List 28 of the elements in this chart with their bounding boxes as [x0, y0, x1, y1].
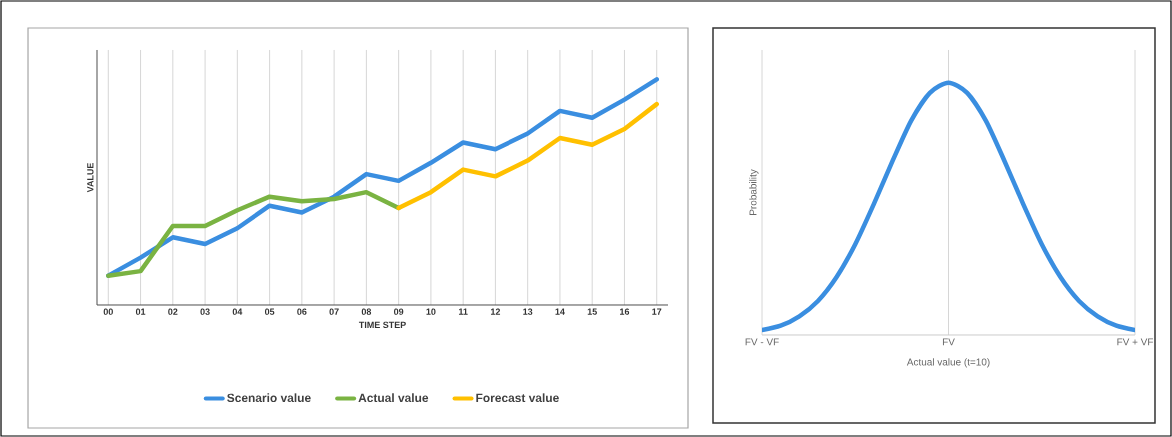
- x-tick-label: 13: [523, 308, 533, 315]
- legend-label: Scenario value: [227, 393, 311, 403]
- y-axis-title: VALUE: [87, 162, 94, 193]
- x-tick-label: 14: [555, 308, 565, 315]
- x-tick-label: 02: [168, 308, 178, 315]
- x-tick-label: 10: [426, 308, 436, 315]
- x-tick-label: 16: [620, 308, 630, 315]
- x-tick-label: 05: [264, 308, 275, 315]
- x-tick-label: 15: [587, 308, 597, 315]
- x-tick-label: FV: [942, 338, 955, 346]
- legend-label: Actual value: [358, 393, 429, 403]
- x-tick-label: 04: [232, 308, 243, 315]
- legend-label: Forecast value: [476, 393, 559, 403]
- x-tick-label: 00: [103, 308, 113, 315]
- x-tick-label: 12: [491, 308, 501, 315]
- x-tick-label: 08: [361, 308, 372, 315]
- x-tick-label: FV - VF: [745, 338, 779, 346]
- x-tick-label: 09: [394, 308, 404, 315]
- x-tick-label: 11: [458, 308, 468, 315]
- x-tick-label: 07: [329, 308, 339, 315]
- x-axis-title: Actual value (t=10): [906, 358, 990, 368]
- x-tick-label: 03: [200, 308, 210, 315]
- x-tick-label: 17: [652, 308, 662, 315]
- y-axis-title: Probability: [749, 169, 759, 215]
- x-tick-label: FV + VF: [1117, 338, 1154, 346]
- x-tick-label: 06: [297, 308, 307, 315]
- x-tick-label: 01: [135, 308, 146, 315]
- x-axis-title: TIME STEP: [358, 321, 406, 329]
